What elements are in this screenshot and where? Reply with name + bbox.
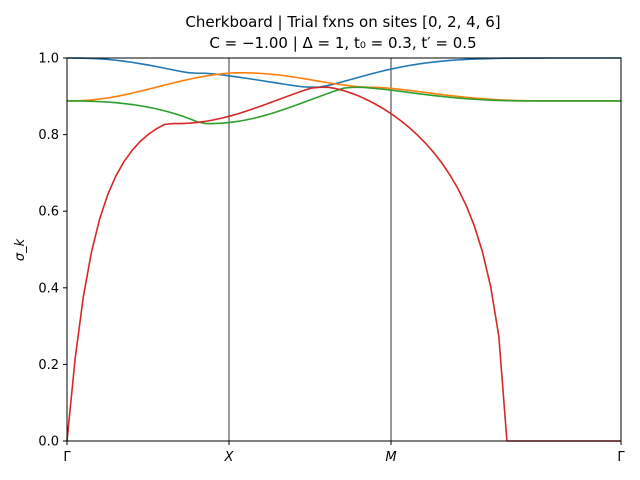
x-tick-label: M [385, 450, 396, 465]
symmetry-lines [228, 58, 392, 441]
x-tick-label: Γ [617, 450, 625, 465]
y-tick-label: 0.0 [38, 435, 59, 450]
series-group [66, 57, 621, 442]
x-tick-label: Γ [63, 450, 71, 465]
series-line-3 [66, 86, 621, 125]
y-tick-label: 0.8 [38, 128, 59, 143]
y-tick-label: 0.2 [38, 358, 59, 373]
y-tick-label: 0.4 [38, 281, 59, 296]
y-tick-label: 0.6 [38, 205, 59, 220]
x-tick-label: X [224, 450, 235, 465]
plot-frame [66, 57, 622, 442]
chart-title: Cherkboard | Trial fxns on sites [0, 2, … [185, 13, 500, 31]
y-tick-label: 1.0 [38, 52, 59, 67]
chart-subtitle: C = −1.00 | Δ = 1, t₀ = 0.3, t′ = 0.5 [209, 34, 476, 52]
series-line-1 [66, 57, 621, 89]
series-line-2 [67, 71, 621, 102]
series-line-4 [66, 86, 621, 442]
y-axis: 0.0 0.2 0.4 0.6 0.8 1.0 [38, 52, 67, 450]
y-axis-label: σ_k [13, 238, 28, 261]
